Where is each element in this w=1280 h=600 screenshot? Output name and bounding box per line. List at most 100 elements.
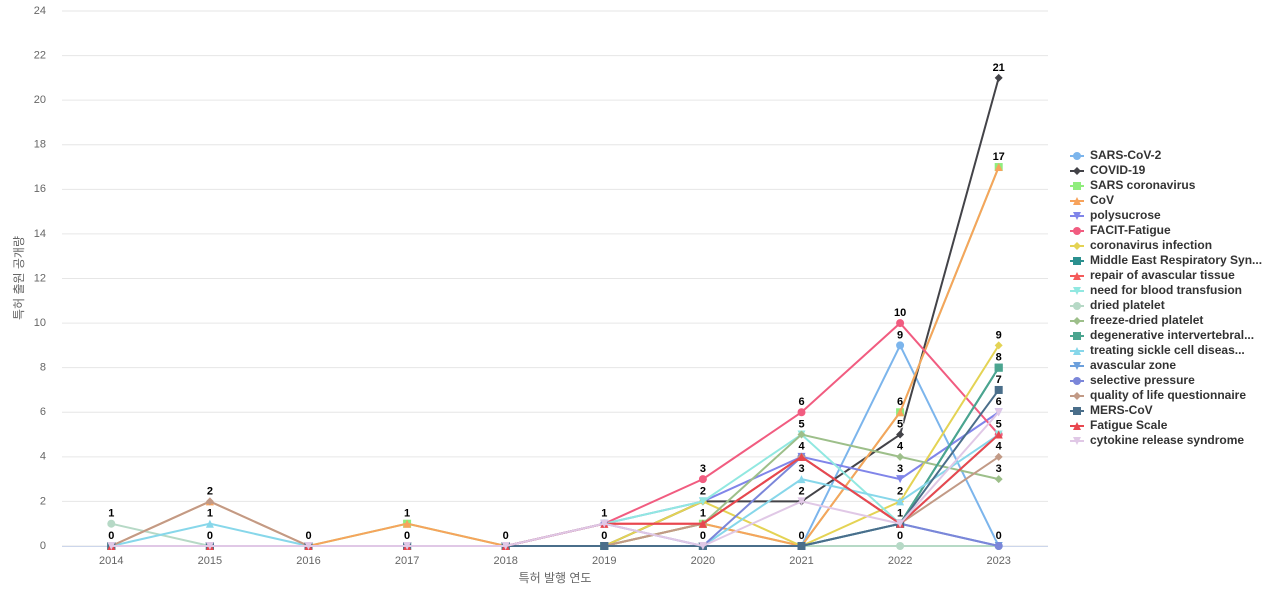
- data-label: 8: [996, 352, 1002, 364]
- legend-item: MERS-CoV: [1070, 403, 1153, 417]
- data-label: 4: [897, 441, 904, 453]
- y-tick-label: 6: [40, 406, 46, 418]
- data-label: 5: [798, 418, 804, 430]
- marker: [1073, 272, 1081, 280]
- x-tick-label: 2016: [296, 555, 320, 567]
- data-label: 1: [897, 508, 903, 520]
- legend-label: Fatigue Scale: [1090, 418, 1168, 432]
- marker: [1073, 332, 1081, 340]
- data-label: 0: [700, 530, 706, 542]
- legend-label: treating sickle cell diseas...: [1090, 343, 1245, 357]
- legend-item: COVID-19: [1070, 163, 1146, 177]
- data-label: 2: [798, 485, 804, 497]
- data-label: 9: [996, 329, 1002, 341]
- y-tick-label: 24: [34, 5, 46, 17]
- x-tick-label: 2020: [691, 555, 715, 567]
- marker: [896, 519, 905, 528]
- data-label: 0: [996, 530, 1002, 542]
- data-label: 3: [798, 463, 804, 475]
- marker: [797, 430, 806, 439]
- marker: [896, 430, 905, 439]
- marker: [994, 385, 1003, 394]
- data-label: 3: [700, 463, 706, 475]
- legend-item: repair of avascular tissue: [1070, 268, 1235, 282]
- marker: [403, 519, 412, 528]
- y-tick-label: 2: [40, 495, 46, 507]
- legend-item: treating sickle cell diseas...: [1070, 343, 1245, 357]
- data-label: 6: [798, 396, 804, 408]
- x-tick-label: 2019: [592, 555, 616, 567]
- marker: [1073, 212, 1081, 220]
- marker: [896, 452, 905, 461]
- x-tick-label: 2018: [493, 555, 517, 567]
- series-line: [111, 411, 1000, 548]
- series: [107, 163, 1003, 550]
- marker: [1073, 152, 1081, 160]
- marker: [994, 73, 1003, 82]
- y-tick-label: 10: [34, 317, 46, 329]
- marker: [1073, 422, 1081, 430]
- series-line: [111, 433, 1000, 547]
- marker: [304, 542, 313, 550]
- marker: [1073, 197, 1081, 205]
- data-label: 3: [996, 463, 1002, 475]
- legend-item: dried platelet: [1070, 298, 1165, 312]
- series-line: [111, 77, 1000, 547]
- series: [107, 408, 1003, 550]
- data-label: 2: [897, 485, 903, 497]
- marker: [797, 497, 806, 506]
- series: [107, 163, 1003, 550]
- marker: [205, 542, 214, 550]
- data-label: 0: [503, 530, 509, 542]
- legend-label: CoV: [1090, 193, 1114, 207]
- data-label: 17: [993, 151, 1005, 163]
- marker: [698, 542, 707, 550]
- marker: [1073, 167, 1081, 175]
- series-line: [111, 411, 1000, 547]
- legend-item: CoV: [1070, 193, 1114, 207]
- legend-label: repair of avascular tissue: [1090, 268, 1235, 282]
- data-label: 2: [700, 485, 706, 497]
- x-tick-label: 2014: [99, 555, 123, 567]
- marker: [797, 542, 806, 550]
- y-axis-label: 특허 출원 공개량: [12, 236, 26, 320]
- marker: [1073, 407, 1081, 415]
- series-line: [111, 433, 999, 547]
- marker: [896, 542, 905, 550]
- marker: [994, 475, 1003, 484]
- marker: [1073, 437, 1081, 445]
- y-tick-label: 12: [34, 272, 46, 284]
- y-tick-label: 20: [34, 94, 46, 106]
- data-label: 1: [404, 508, 410, 520]
- series-line: [111, 433, 1000, 547]
- marker: [1073, 302, 1081, 310]
- data-label: 4: [996, 441, 1003, 453]
- marker: [797, 408, 806, 417]
- legend-label: SARS-CoV-2: [1090, 148, 1162, 162]
- data-label: 0: [108, 530, 114, 542]
- legend-item: cytokine release syndrome: [1070, 433, 1244, 447]
- series: [107, 430, 1003, 550]
- series: [107, 341, 1003, 550]
- data-label: 5: [897, 418, 903, 430]
- marker: [1073, 257, 1081, 265]
- marker: [501, 542, 510, 550]
- x-tick-label: 2023: [986, 555, 1010, 567]
- series: [107, 430, 1003, 550]
- x-tick-label: 2022: [888, 555, 912, 567]
- marker: [994, 408, 1003, 417]
- marker: [698, 475, 707, 484]
- legend-label: MERS-CoV: [1090, 403, 1153, 417]
- marker: [698, 497, 707, 506]
- marker: [1073, 317, 1081, 325]
- legend-label: dried platelet: [1090, 298, 1165, 312]
- y-tick-label: 4: [40, 451, 46, 463]
- legend-label: degenerative intervertebral...: [1090, 328, 1254, 342]
- data-label: 0: [207, 530, 213, 542]
- marker: [896, 341, 905, 350]
- marker: [1073, 392, 1081, 400]
- x-tick-label: 2017: [395, 555, 419, 567]
- series: [107, 408, 1003, 550]
- data-label: 1: [700, 508, 706, 520]
- legend-item: Fatigue Scale: [1070, 418, 1168, 432]
